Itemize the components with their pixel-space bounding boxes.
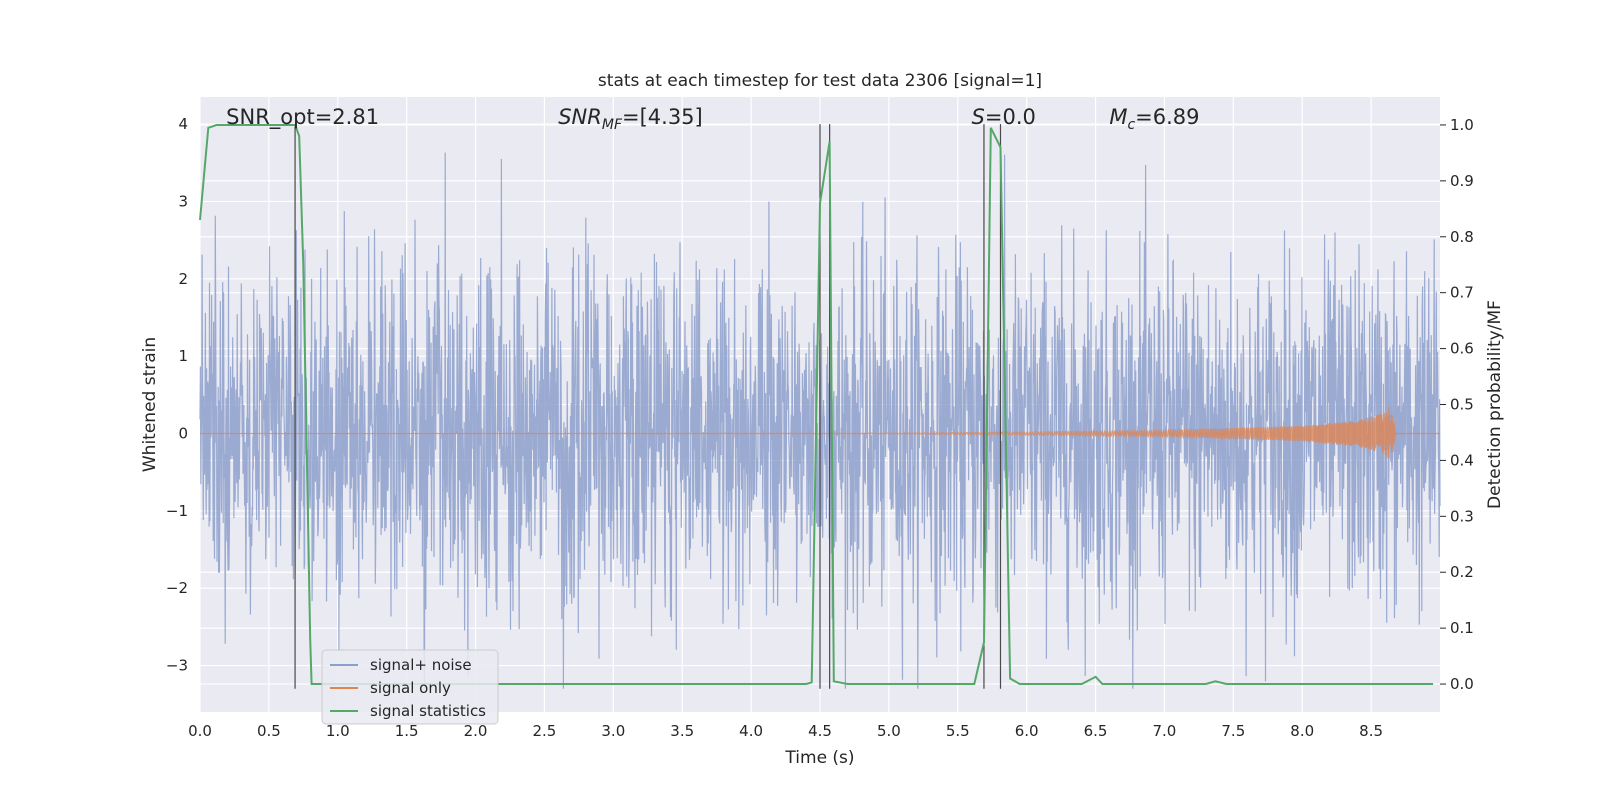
- x-tick-label: 2.5: [533, 722, 557, 740]
- y-right-tick-label: 0.0: [1450, 675, 1474, 693]
- x-tick-label: 5.0: [877, 722, 901, 740]
- x-tick-label: 7.5: [1221, 722, 1245, 740]
- y-left-tick-label: 3: [178, 192, 188, 210]
- y-right-tick-label: 0.3: [1450, 507, 1474, 525]
- legend-entry: signal statistics: [370, 702, 486, 720]
- y-right-tick-label: 0.9: [1450, 172, 1474, 190]
- x-tick-label: 8.5: [1359, 722, 1383, 740]
- annotation-text: SNRMF=[4.35]: [558, 105, 703, 133]
- y-right-tick-label: 1.0: [1450, 116, 1474, 134]
- y-left-tick-label: −2: [166, 579, 188, 597]
- legend-entry: signal only: [370, 679, 451, 697]
- x-tick-label: 6.0: [1015, 722, 1039, 740]
- x-tick-label: 6.5: [1084, 722, 1108, 740]
- annotation-text: S=0.0: [972, 105, 1036, 129]
- y-left-tick-label: −1: [166, 502, 188, 520]
- y-left-tick-labels: −3 −2 −1 0 1 2 3 4: [166, 115, 188, 675]
- y-right-tick-labels: 0.0 0.1 0.2 0.3 0.4 0.5 0.6 0.7 0.8 0.9 1.0: [1440, 116, 1474, 693]
- annotation-text: Mc=6.89: [1109, 105, 1199, 133]
- y-left-tick-label: −3: [166, 657, 188, 675]
- series-signal-statistics: [199, 124, 1434, 685]
- x-axis-label: Time (s): [784, 748, 854, 768]
- y-left-tick-label: 0: [178, 425, 188, 443]
- x-tick-label: 0.0: [188, 722, 212, 740]
- x-tick-label: 0.5: [257, 722, 281, 740]
- annotation-text: SNR_opt=2.81: [226, 105, 379, 130]
- line-signal-statistics: [199, 124, 1434, 685]
- x-tick-labels: 0.0 0.5 1.0 1.5 2.0 2.5 3.0 3.5 4.0 4.5 5.0 5.5 6.0 6…: [188, 722, 1383, 740]
- y-left-tick-label: 4: [178, 115, 188, 133]
- y-axis-label-left: Whitened strain: [140, 337, 160, 472]
- x-tick-label: 1.0: [326, 722, 350, 740]
- x-tick-label: 8.0: [1290, 722, 1314, 740]
- x-tick-label: 4.5: [808, 722, 832, 740]
- chart-title: stats at each timestep for test data 230…: [598, 71, 1042, 91]
- legend-entry: signal+ noise: [370, 656, 472, 674]
- x-tick-label: 7.0: [1153, 722, 1177, 740]
- legend: signal+ noise signal only signal statistic…: [321, 649, 499, 725]
- y-right-tick-label: 0.6: [1450, 340, 1474, 358]
- y-right-tick-label: 0.2: [1450, 563, 1474, 581]
- x-tick-label: 3.0: [601, 722, 625, 740]
- x-tick-label: 3.5: [670, 722, 694, 740]
- y-right-tick-label: 0.7: [1450, 284, 1474, 302]
- x-tick-label: 4.0: [739, 722, 763, 740]
- y-left-tick-label: 2: [178, 270, 188, 288]
- y-right-tick-label: 0.4: [1450, 451, 1474, 469]
- y-axis-label-right: Detection probability/MF: [1485, 300, 1505, 509]
- x-tick-label: 5.5: [946, 722, 970, 740]
- annotations: SNR_opt=2.81 SNRMF=[4.35] S=0.0 Mc=6.89: [226, 105, 1199, 133]
- y-right-tick-label: 0.5: [1450, 396, 1474, 414]
- x-tick-label: 2.0: [464, 722, 488, 740]
- x-tick-label: 1.5: [395, 722, 419, 740]
- y-left-tick-label: 1: [178, 347, 188, 365]
- y-right-tick-label: 0.8: [1450, 228, 1474, 246]
- legend-box: [321, 649, 499, 725]
- y-right-tick-label: 0.1: [1450, 619, 1474, 637]
